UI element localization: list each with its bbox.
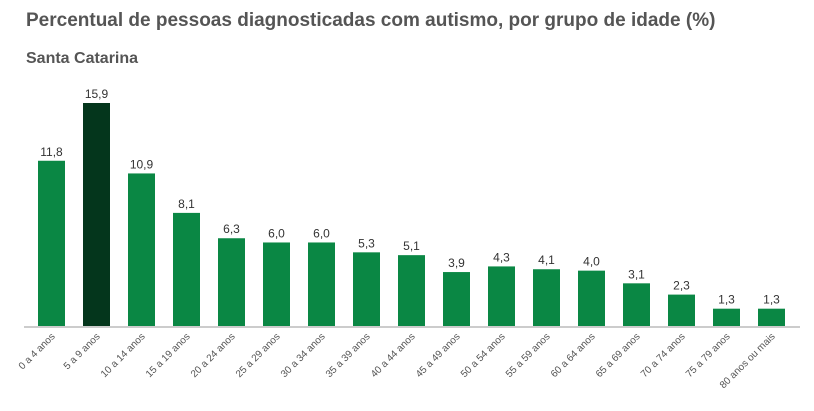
bar — [308, 242, 335, 327]
x-tick-label: 45 a 49 anos — [414, 331, 463, 380]
x-tick-label: 35 a 39 anos — [324, 331, 373, 380]
bar — [668, 294, 695, 327]
bar — [578, 270, 605, 327]
bar — [263, 242, 290, 327]
x-tick-label: 5 a 9 anos — [62, 331, 103, 372]
x-tick-label: 15 a 19 anos — [144, 331, 193, 380]
data-label: 10,9 — [130, 157, 154, 171]
x-tick-label: 70 a 74 anos — [639, 331, 688, 380]
x-tick-label: 10 a 14 anos — [99, 331, 148, 380]
data-label: 11,8 — [40, 145, 63, 159]
data-label: 6,0 — [268, 226, 285, 240]
data-label: 4,0 — [583, 255, 600, 269]
data-label: 4,3 — [493, 250, 510, 264]
x-tick-label: 25 a 29 anos — [234, 331, 283, 380]
data-label: 6,3 — [223, 222, 240, 236]
x-tick-label: 75 a 79 anos — [684, 331, 733, 380]
x-tick-label: 50 a 54 anos — [459, 331, 508, 380]
bar — [623, 283, 650, 327]
x-tick-label: 40 a 44 anos — [369, 331, 418, 380]
data-label: 2,3 — [673, 279, 690, 293]
chart-title: Percentual de pessoas diagnosticadas com… — [26, 10, 716, 31]
bar — [713, 308, 740, 327]
bar — [128, 173, 155, 327]
x-tick-label: 30 a 34 anos — [279, 331, 328, 380]
bar — [533, 269, 560, 327]
bar — [218, 238, 245, 327]
bar — [38, 160, 65, 327]
data-label: 3,9 — [448, 256, 465, 270]
x-tick-label: 0 a 4 anos — [17, 331, 58, 372]
data-label: 5,1 — [403, 239, 420, 253]
x-tick-label: 65 a 69 anos — [594, 331, 643, 380]
data-label: 1,3 — [763, 293, 780, 307]
data-label: 15,9 — [85, 87, 109, 101]
data-label: 5,3 — [358, 236, 375, 250]
x-tick-label: 60 a 64 anos — [549, 331, 598, 380]
data-label: 8,1 — [178, 197, 195, 211]
data-label: 3,1 — [628, 267, 645, 281]
bar — [83, 103, 110, 327]
chart-subtitle: Santa Catarina — [26, 50, 139, 67]
bar — [173, 212, 200, 327]
bar — [353, 252, 380, 327]
x-tick-label: 20 a 24 anos — [189, 331, 238, 380]
bar — [443, 272, 470, 327]
data-label: 6,0 — [313, 226, 330, 240]
data-label: 4,1 — [538, 253, 555, 267]
data-label: 1,3 — [718, 293, 735, 307]
bar — [398, 255, 425, 327]
x-tick-label: 55 a 59 anos — [504, 331, 553, 380]
bar — [488, 266, 515, 327]
bar — [758, 308, 785, 327]
